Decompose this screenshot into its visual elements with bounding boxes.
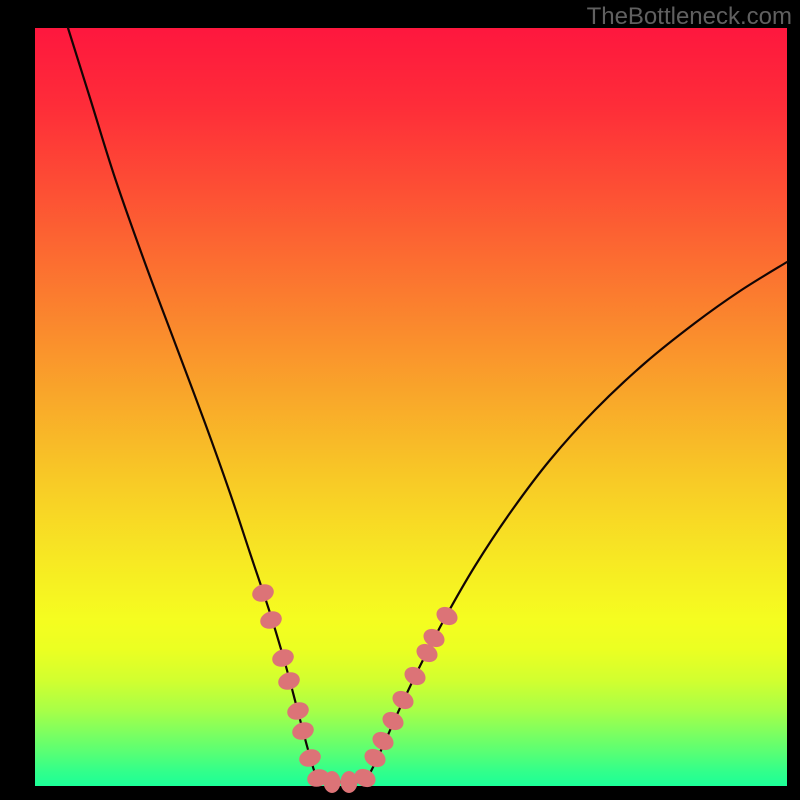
curve-marker <box>433 603 460 628</box>
v-curve-line <box>68 28 787 783</box>
watermark-text: TheBottleneck.com <box>587 3 792 31</box>
curve-marker <box>379 708 406 733</box>
curve-marker <box>270 647 296 670</box>
curve-marker <box>401 663 428 688</box>
plot-area <box>35 28 787 786</box>
curve-marker <box>276 670 302 693</box>
curve-marker <box>250 582 276 605</box>
curve-layer <box>35 28 787 786</box>
curve-markers <box>250 582 461 793</box>
curve-marker <box>297 747 323 770</box>
chart-frame <box>0 0 800 800</box>
curve-marker <box>258 609 284 632</box>
curve-marker <box>285 700 311 723</box>
curve-marker <box>290 720 316 743</box>
curve-marker <box>324 771 341 793</box>
curve-marker <box>389 687 416 712</box>
